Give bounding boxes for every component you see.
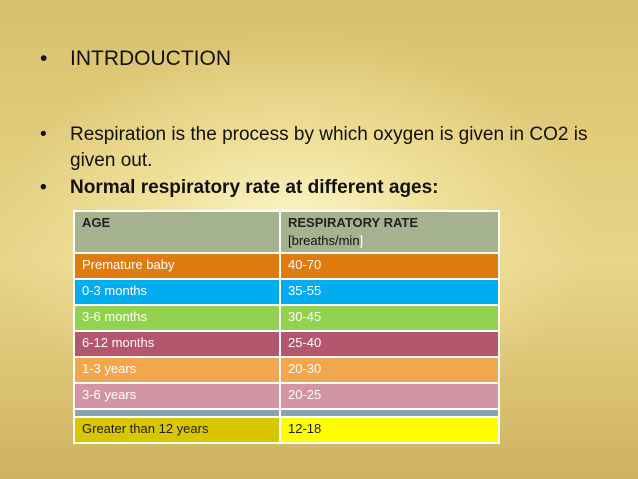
rate-cell: 12-18 — [279, 416, 500, 444]
rate-cell: 35-55 — [279, 278, 500, 306]
bullet-icon: • — [40, 124, 47, 145]
header-rate: RESPIRATORY RATE [breaths/min] — [279, 210, 500, 254]
slide-title: INTRDOUCTION — [70, 47, 231, 70]
age-cell: 1-3 years — [73, 356, 281, 384]
rate-cell: 25-40 — [279, 330, 500, 358]
rate-cell: 20-30 — [279, 356, 500, 384]
rate-cell: 40-70 — [279, 252, 500, 280]
header-rate-unit: [breaths/min] — [288, 233, 364, 248]
respiration-text: Respiration is the process by which oxyg… — [70, 124, 588, 171]
table-spacer-row — [73, 408, 500, 418]
table-row: Greater than 12 years 12-18 — [73, 416, 500, 444]
respiration-bullet: • Respiration is the process by which ox… — [40, 122, 610, 174]
rate-heading: Normal respiratory rate at different age… — [70, 177, 439, 198]
table-header-row: AGE RESPIRATORY RATE [breaths/min] — [73, 210, 500, 254]
age-cell: 6-12 months — [73, 330, 281, 358]
table-row: 6-12 months 25-40 — [73, 330, 500, 358]
header-age: AGE — [73, 210, 281, 254]
title-bullet: • INTRDOUCTION — [40, 46, 610, 72]
age-cell: Premature baby — [73, 252, 281, 280]
age-cell: 3-6 years — [73, 382, 281, 410]
respiratory-rate-table: AGE RESPIRATORY RATE [breaths/min] Prema… — [73, 210, 500, 444]
rate-heading-bullet: • Normal respiratory rate at different a… — [40, 175, 610, 201]
age-cell: 3-6 months — [73, 304, 281, 332]
table-row: 3-6 months 30-45 — [73, 304, 500, 332]
bullet-icon: • — [40, 177, 47, 198]
table-row: 0-3 months 35-55 — [73, 278, 500, 306]
table-row: Premature baby 40-70 — [73, 252, 500, 280]
rate-cell: 30-45 — [279, 304, 500, 332]
bullet-icon: • — [40, 47, 48, 70]
age-cell: 0-3 months — [73, 278, 281, 306]
header-rate-label: RESPIRATORY RATE — [288, 215, 419, 230]
rate-cell: 20-25 — [279, 382, 500, 410]
table-row: 3-6 years 20-25 — [73, 382, 500, 410]
age-cell: Greater than 12 years — [73, 416, 281, 444]
table-row: 1-3 years 20-30 — [73, 356, 500, 384]
